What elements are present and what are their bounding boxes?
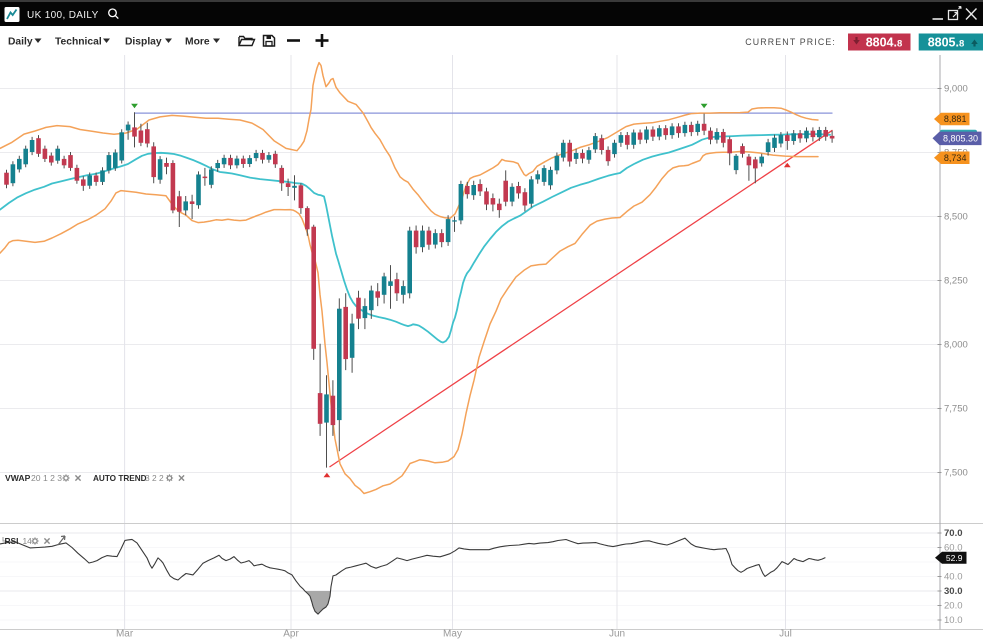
svg-text:RSI: RSI	[5, 536, 19, 546]
svg-text:8,500: 8,500	[944, 212, 968, 223]
svg-text:Apr: Apr	[283, 629, 299, 640]
svg-text:Daily: Daily	[8, 37, 33, 48]
svg-text:Jul: Jul	[779, 629, 792, 640]
svg-text:Technical: Technical	[55, 37, 102, 48]
svg-text:8804.8: 8804.8	[866, 35, 903, 49]
svg-text:8805.8: 8805.8	[928, 35, 965, 49]
svg-text:AUTO TREND: AUTO TREND	[93, 474, 147, 483]
svg-text:More: More	[185, 37, 210, 48]
svg-text:May: May	[443, 629, 462, 640]
svg-text:70.0: 70.0	[944, 528, 963, 539]
svg-text:8,881: 8,881	[944, 114, 967, 124]
svg-text:3 2 2: 3 2 2	[145, 473, 164, 483]
svg-text:UK 100, DAILY: UK 100, DAILY	[27, 10, 99, 21]
svg-text:7,500: 7,500	[944, 468, 968, 479]
svg-text:8,805.30: 8,805.30	[943, 134, 978, 144]
svg-text:60.0: 60.0	[944, 543, 963, 554]
svg-text:7,750: 7,750	[944, 404, 968, 415]
svg-text:30.0: 30.0	[944, 586, 963, 597]
svg-text:VWAP: VWAP	[5, 473, 31, 483]
svg-text:20.0: 20.0	[944, 601, 963, 612]
svg-text:Jun: Jun	[609, 629, 625, 640]
svg-text:8,250: 8,250	[944, 276, 968, 287]
svg-text:Display: Display	[125, 37, 162, 48]
svg-text:8,734: 8,734	[944, 153, 967, 163]
svg-text:10.0: 10.0	[944, 615, 963, 626]
svg-text:52.9: 52.9	[946, 553, 963, 563]
svg-text:9,000: 9,000	[944, 84, 968, 95]
svg-text:8,000: 8,000	[944, 340, 968, 351]
svg-text:14: 14	[23, 536, 33, 546]
svg-text:CURRENT PRICE:: CURRENT PRICE:	[745, 37, 836, 47]
svg-text:Mar: Mar	[116, 629, 134, 640]
svg-text:40.0: 40.0	[944, 572, 963, 583]
svg-text:20 1 2 3: 20 1 2 3	[31, 473, 62, 483]
